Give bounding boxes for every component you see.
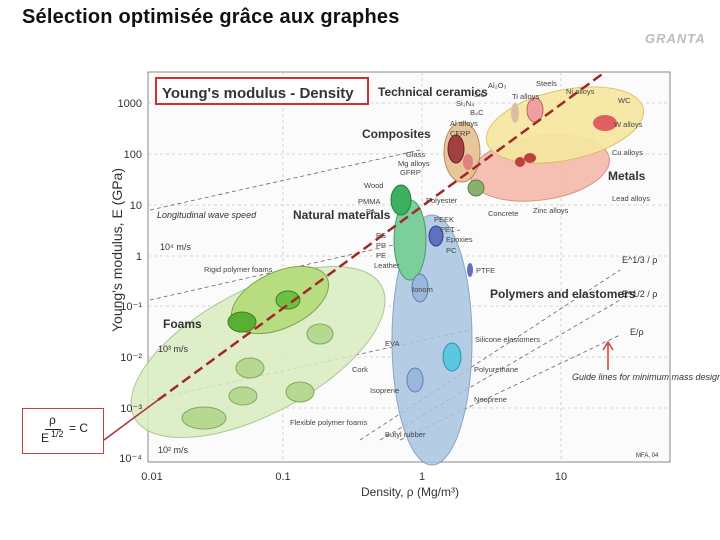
slide-title: Sélection optimisée grâce aux graphes (22, 6, 400, 28)
material-label: Al alloys (450, 119, 478, 128)
formula-exponent: 1/2 (51, 429, 64, 439)
label-technical-ceramics: Technical ceramics (378, 85, 488, 99)
guide-e-rho: E/ρ (630, 327, 644, 337)
material-label: PE (376, 251, 386, 260)
mfa-label: MFA, 04 (636, 453, 659, 459)
material-label: W alloys (614, 120, 643, 129)
granta-logo: GRANTA (645, 31, 706, 46)
material-label: Isoprene (370, 386, 399, 395)
label-polymers: Polymers and elastomers (490, 287, 636, 301)
x-tick: 1 (419, 471, 425, 483)
material-label: PP (376, 241, 386, 250)
material-label: PEEK (434, 215, 454, 224)
material-label: Rigid polymer foams (204, 265, 273, 274)
y-tick: 100 (124, 149, 142, 161)
material-label: Mg alloys (398, 159, 430, 168)
material-labels: Al₂O₃ Steels SiC Ti alloys Si₃N₄ B₄C Ni … (204, 79, 650, 439)
material-label: PA (366, 207, 375, 216)
annotations: Longitudinal wave speed 10⁴ m/s 10³ m/s … (157, 210, 720, 459)
y-tick: 1000 (118, 98, 142, 110)
longitudinal-label: Longitudinal wave speed (157, 210, 257, 220)
y-tick: 1 (136, 251, 142, 263)
material-label: Leather (374, 261, 400, 270)
material-label: SiC (474, 90, 487, 99)
speed-1e4: 10⁴ m/s (160, 242, 191, 252)
wood-envelope (390, 184, 412, 216)
material-label: Zinc alloys (533, 206, 569, 215)
guide-arrow-icon (602, 340, 614, 370)
material-label: PC (446, 246, 457, 255)
speed-1e3: 10³ m/s (158, 344, 189, 354)
ceramics-envelope (485, 86, 645, 164)
material-label: Butyl rubber (385, 430, 426, 439)
material-label: Concrete (488, 209, 518, 218)
y-tick: 10⁻¹ (120, 301, 142, 313)
material-label: PET (440, 225, 455, 234)
formula-box: ρ E 1/2 = C (22, 408, 104, 454)
guide-e13: E^1/3 / ρ (622, 255, 657, 265)
material-label: Al₂O₃ (488, 81, 506, 90)
material-label: Steels (536, 79, 557, 88)
material-label: EVA (385, 339, 399, 348)
family-labels: Technical ceramics Composites Metals Nat… (163, 85, 646, 331)
material-label: Wood (364, 181, 383, 190)
chart-title: Young's modulus - Density (162, 85, 354, 102)
material-label: Polyester (426, 196, 458, 205)
x-tick: 10 (555, 471, 567, 483)
material-label: PTFE (476, 266, 495, 275)
y-axis-label: Young's modulus, E (GPa) (109, 168, 125, 332)
y-tick: 10 (130, 200, 142, 212)
x-tick-labels: 0.01 0.1 1 10 (141, 471, 567, 483)
material-label: Cork (352, 365, 368, 374)
material-label: Epoxies (446, 235, 473, 244)
x-axis-label: Density, ρ (Mg/m³) (361, 485, 459, 499)
formula-pointer (103, 399, 159, 441)
material-label: Ni alloys (566, 87, 595, 96)
label-foams: Foams (163, 317, 202, 331)
material-label: Flexible polymer foams (290, 418, 367, 427)
y-tick: 10⁻³ (120, 403, 142, 415)
material-label: Cu alloys (612, 148, 643, 157)
y-tick: 10⁻² (120, 352, 142, 364)
speed-1e2: 10² m/s (158, 445, 189, 455)
material-label: Neoprene (474, 395, 507, 404)
guide-lines-label: Guide lines for minimum mass design (572, 372, 720, 382)
material-label: Silicone elastomers (475, 335, 540, 344)
material-label: CFRP (450, 129, 470, 138)
x-tick: 0.01 (141, 471, 162, 483)
formula-rho: ρ (49, 413, 56, 427)
material-label: Glass (406, 150, 425, 159)
formula-rhs: = C (69, 421, 89, 435)
guide-e12: E^1/2 / ρ (622, 289, 657, 299)
material-label: Lead alloys (612, 194, 650, 203)
material-label: Ti alloys (512, 92, 539, 101)
formula-fraction-bar (45, 429, 61, 430)
material-label: GFRP (400, 168, 421, 177)
material-label: PMMA (358, 197, 381, 206)
chart-title-box (155, 77, 369, 105)
material-label: Ionom (412, 285, 433, 294)
formula-e: E (41, 431, 50, 445)
label-natural-materials: Natural materials (293, 208, 391, 222)
y-tick-labels: 1000 100 10 1 10⁻¹ 10⁻² 10⁻³ 10⁻⁴ (118, 98, 143, 465)
selection-line (157, 70, 606, 402)
label-metals: Metals (608, 169, 646, 183)
material-label: Polyurethane (474, 365, 518, 374)
material-bubbles (181, 97, 617, 430)
label-composites: Composites (362, 127, 431, 141)
material-label: WC (618, 96, 631, 105)
y-tick: 10⁻⁴ (119, 453, 142, 465)
x-tick: 0.1 (275, 471, 290, 483)
material-label: B₄C (470, 108, 484, 117)
material-label: Si₃N₄ (456, 99, 474, 108)
material-label: PS (376, 231, 386, 240)
